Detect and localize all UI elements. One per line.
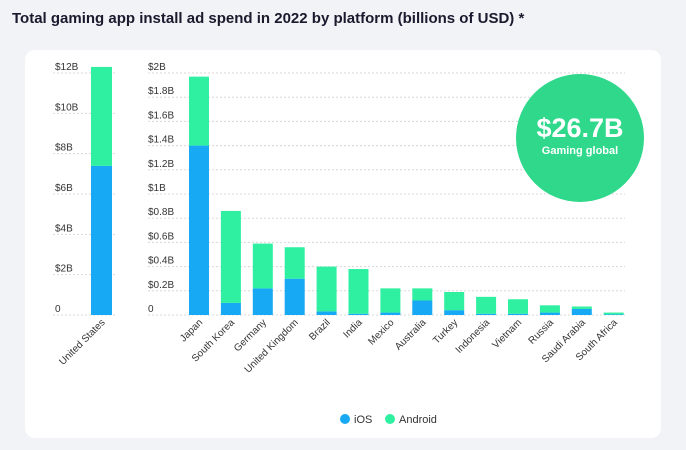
footnote: [30, 444, 660, 450]
y-tick-label: $1B: [148, 183, 166, 194]
y-tick-label: 0: [148, 304, 154, 315]
y-tick-label: $12B: [55, 62, 79, 73]
bar-android-germany: [252, 243, 273, 289]
y-tick-label: 0: [55, 304, 61, 315]
bar-ios-united-states: [91, 165, 112, 315]
y-tick-label: $2B: [148, 62, 166, 73]
bar-ios-indonesia: [476, 313, 497, 315]
x-tick-label-japan: Japan: [178, 317, 205, 344]
y-tick-label: $10B: [55, 102, 79, 113]
bar-ios-mexico: [380, 312, 401, 315]
bar-ios-germany: [252, 288, 273, 315]
bar-ios-japan: [189, 145, 209, 315]
bar-ios-turkey: [444, 310, 465, 315]
x-tick-label-india: India: [342, 317, 365, 340]
bar-android-japan: [189, 76, 209, 146]
y-tick-label: $0.8B: [148, 207, 174, 218]
bar-android-south-africa: [603, 312, 624, 315]
bar-android-mexico: [380, 288, 401, 313]
bar-ios-vietnam: [508, 313, 528, 315]
bar-android-united-kingdom: [284, 247, 305, 279]
legend: iOS Android: [340, 414, 437, 426]
chart-canvas: 0 $2B $4B $6B $8B $10B $12B United States 0 $0.2…: [53, 62, 644, 426]
y-tick-label: $6B: [55, 183, 73, 194]
total-badge: $26.7B Gaming global: [516, 74, 644, 202]
bar-ios-united-kingdom: [284, 278, 305, 315]
page-title: Total gaming app install ad spend in 202…: [12, 10, 525, 27]
bar-android-brazil: [316, 266, 337, 312]
bar-android-australia: [412, 288, 433, 301]
x-tick-label-united-states: United States: [57, 317, 107, 367]
x-tick-label-indonesia: Indonesia: [454, 317, 493, 356]
badge-circle: [516, 74, 644, 202]
bar-android-turkey: [444, 292, 465, 311]
x-tick-label-mexico: Mexico: [366, 317, 396, 347]
y-tick-label: $1.2B: [148, 159, 174, 170]
y-tick-label: $8B: [55, 143, 73, 154]
bar-android-india: [348, 269, 369, 314]
legend-label-ios: iOS: [354, 414, 372, 426]
bar-ios-south-korea: [220, 302, 241, 315]
x-tick-label-brazil: Brazil: [307, 317, 332, 342]
legend-swatch-ios: [340, 414, 350, 424]
legend-swatch-android: [385, 414, 395, 424]
x-tick-label-turkey: Turkey: [431, 317, 460, 346]
bar-android-saudi-arabia: [571, 306, 592, 309]
bar-ios-india: [348, 313, 369, 315]
bar-android-south-korea: [220, 210, 241, 303]
bar-android-united-states: [91, 66, 112, 166]
bar-ios-russia: [539, 312, 560, 315]
y-tick-label: $0.4B: [148, 256, 174, 267]
y-tick-label: $4B: [55, 223, 73, 234]
chart-card: 0 $2B $4B $6B $8B $10B $12B United States 0 $0.2…: [25, 50, 661, 438]
bar-ios-saudi-arabia: [571, 308, 592, 315]
x-tick-label-russia: Russia: [527, 317, 557, 347]
y-tick-label: $0.6B: [148, 231, 174, 242]
y-tick-label: $0.2B: [148, 280, 174, 291]
x-tick-label-vietnam: Vietnam: [491, 317, 525, 351]
y-tick-label: $1.6B: [148, 110, 174, 121]
bar-ios-australia: [412, 300, 433, 315]
legend-label-android: Android: [399, 414, 437, 426]
bar-android-indonesia: [476, 296, 497, 314]
y-tick-label: $1.8B: [148, 86, 174, 97]
badge-value: $26.7B: [536, 113, 623, 143]
y-tick-label: $1.4B: [148, 135, 174, 146]
united-states-chart: 0 $2B $4B $6B $8B $10B $12B United States: [53, 62, 115, 368]
bar-ios-brazil: [316, 311, 337, 315]
bar-android-russia: [539, 305, 560, 313]
bar-android-vietnam: [508, 299, 528, 314]
bar-ios-south-africa: [603, 314, 624, 315]
badge-label: Gaming global: [542, 145, 618, 157]
x-tick-label-australia: Australia: [393, 317, 429, 353]
y-tick-label: $2B: [55, 264, 73, 275]
